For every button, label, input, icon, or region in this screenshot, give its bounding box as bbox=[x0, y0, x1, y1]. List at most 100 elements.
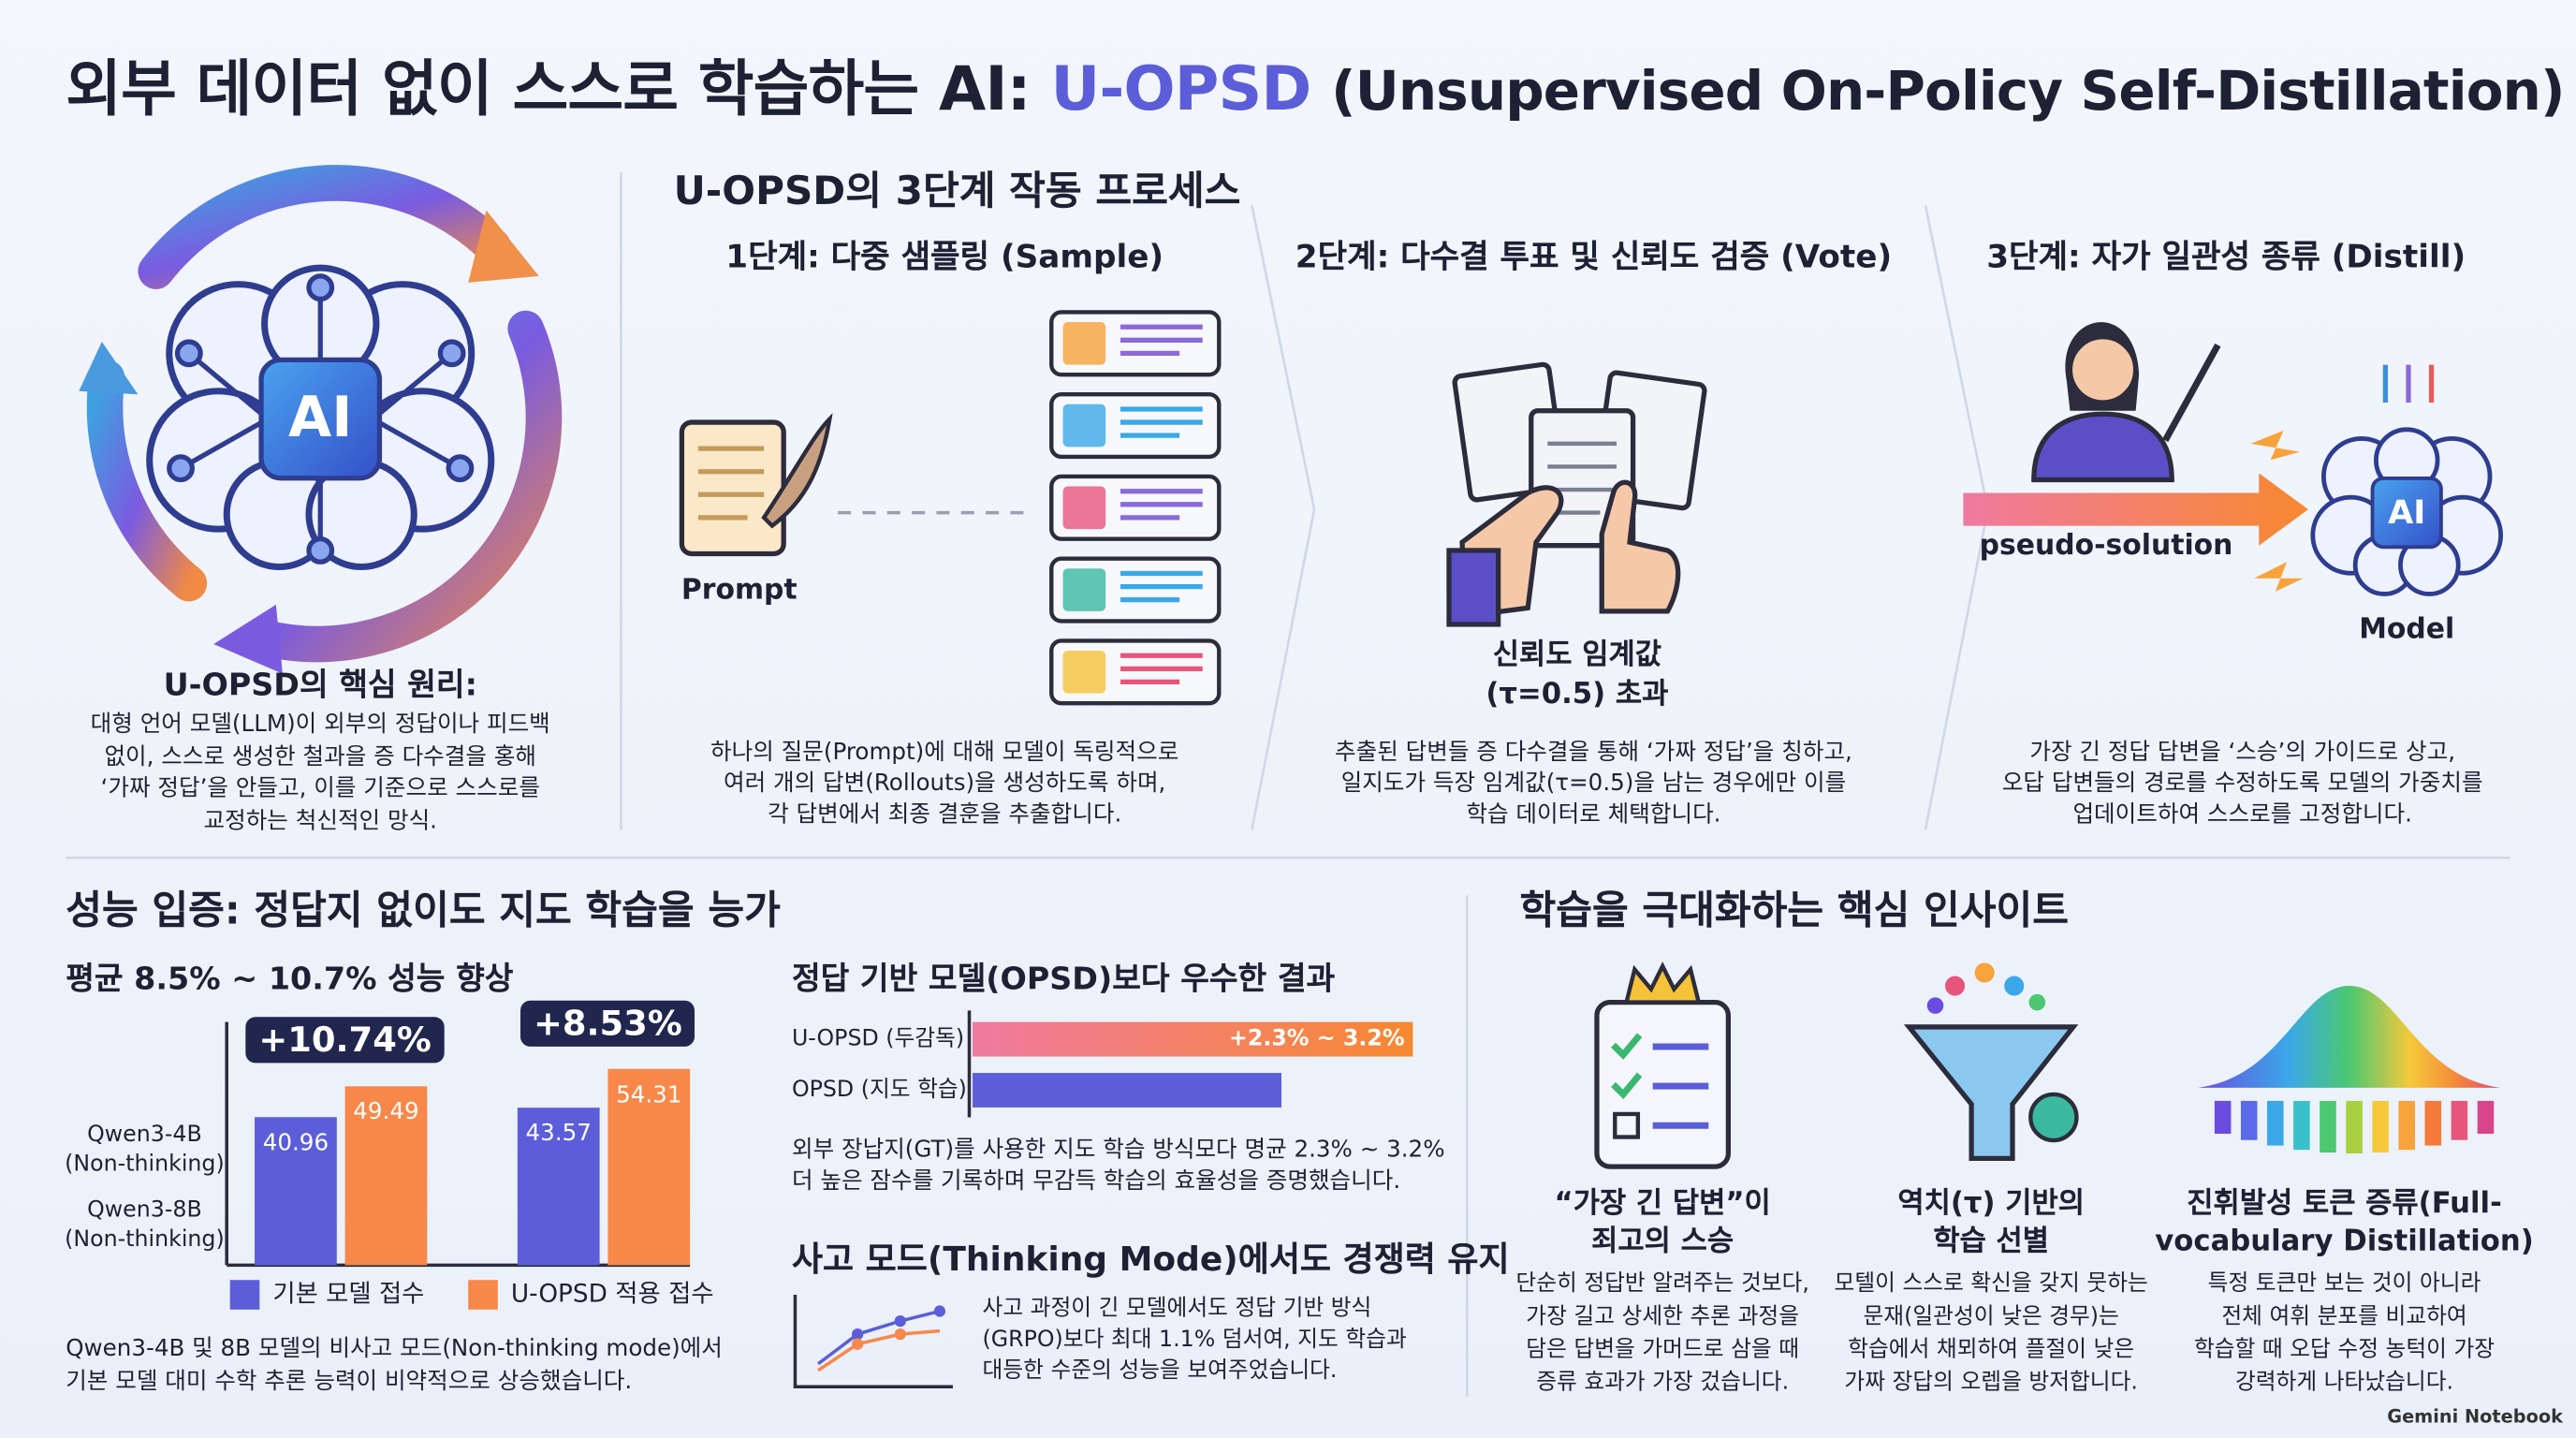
core-text: 대형 언어 모델(LLM)이 외부의 정답이나 피드백 bbox=[90, 711, 550, 738]
insight-text: 담은 답변을 가머드로 삼을 때 bbox=[1526, 1336, 1800, 1363]
sparks bbox=[2253, 562, 2304, 592]
clipboard-icon bbox=[1652, 1043, 1709, 1129]
funnel-icon bbox=[1974, 962, 1995, 983]
funnel-icon bbox=[1945, 976, 1966, 996]
teacher-icon bbox=[2067, 334, 2139, 405]
compare-bar-label: +2.3% ~ 3.2% bbox=[1228, 1025, 1405, 1052]
brain-icon bbox=[372, 417, 461, 471]
teacher-icon bbox=[2162, 343, 2221, 443]
step-title: 3단계: 자가 일관성 종류 (Distill) bbox=[1986, 238, 2466, 276]
insight-title: 죄고의 스승 bbox=[1591, 1225, 1734, 1259]
arrow-heads bbox=[468, 210, 539, 283]
documents-icon bbox=[1446, 548, 1501, 627]
sparks bbox=[2250, 430, 2304, 592]
u-opsd-bar bbox=[973, 1021, 1413, 1057]
brain-icon bbox=[306, 536, 335, 565]
card-icon bbox=[1062, 486, 1106, 530]
token-bar bbox=[2398, 1100, 2415, 1151]
teacher-icon bbox=[2031, 322, 2221, 483]
brain-icon bbox=[371, 351, 454, 421]
insight-text: 학습할 때 오답 수정 농턱이 가장 bbox=[2194, 1336, 2496, 1363]
teacher-icon bbox=[2031, 411, 2174, 483]
thinking-mini-chart bbox=[852, 1328, 864, 1341]
token-bar bbox=[2267, 1100, 2284, 1146]
compare-title: 정답 기반 모델(OPSD)보다 우수한 결과 bbox=[791, 961, 1336, 998]
sparks bbox=[2250, 430, 2301, 461]
value-label: 54.31 bbox=[616, 1081, 682, 1108]
brain-icon bbox=[174, 339, 203, 368]
thinking-mini-chart bbox=[852, 1338, 864, 1350]
clipboard-icon bbox=[1623, 961, 1702, 1005]
brain-icon bbox=[167, 454, 195, 483]
flow-arrow bbox=[1963, 473, 2308, 546]
insight-text: 강력하게 나타났습니다. bbox=[2234, 1369, 2454, 1396]
step-text: 추출된 답변들 증 다수결을 통해 ‘가짜 정답’을 칭하고, bbox=[1335, 739, 1852, 766]
brain-icon bbox=[167, 273, 475, 565]
funnel-icon bbox=[2004, 976, 2025, 996]
legend-label: U-OPSD 적용 접수 bbox=[510, 1279, 714, 1309]
thinking-mini-chart bbox=[817, 1328, 941, 1372]
thinking-text: 대등한 수준의 성능을 보여주었습니다. bbox=[982, 1357, 1338, 1385]
insight-title: “가장 긴 답변”이 bbox=[1554, 1187, 1771, 1221]
compare-text: 더 높은 잠수를 기록하며 무감득 학습의 효율성을 증명했습니다. bbox=[791, 1167, 1401, 1195]
clipboard-icon bbox=[1611, 1033, 1643, 1060]
legend-swatch bbox=[229, 1280, 260, 1310]
token-bar bbox=[2214, 1100, 2232, 1135]
insight-text: 가장 길고 상세한 추론 과정을 bbox=[1526, 1303, 1800, 1330]
scroll-icon bbox=[761, 413, 833, 529]
rollout-cards bbox=[1049, 310, 1222, 706]
token-bar bbox=[2451, 1100, 2468, 1140]
cycle-arrows bbox=[244, 310, 563, 663]
bar bbox=[255, 1117, 337, 1266]
category-label: Qwen3-4B (Non-thinking) bbox=[65, 1121, 225, 1177]
step-text: 학습 데이터로 체택합니다. bbox=[1466, 801, 1721, 829]
insight-text: 특정 토큰만 보는 것이 아니라 bbox=[2207, 1270, 2481, 1298]
clipboard-icon bbox=[1613, 1111, 1641, 1139]
compare-text: 외부 장납지(GT)를 사용한 지도 학습 방식모다 명균 2.3% ~ 3.2… bbox=[791, 1137, 1445, 1164]
gain-label: +8.53% bbox=[520, 999, 695, 1047]
title-main: 외부 데이터 없이 스스로 학습하는 AI: bbox=[66, 53, 1031, 125]
token-bar bbox=[2372, 1100, 2389, 1153]
step-text: 각 답변에서 최종 결훈을 추출합니다. bbox=[768, 801, 1122, 829]
thinking-mini-chart bbox=[793, 1295, 953, 1389]
legend-label: 기본 모델 접수 bbox=[272, 1279, 425, 1309]
step-title: 1단계: 다중 샘플링 (Sample) bbox=[725, 238, 1164, 276]
chart-title: 평균 8.5% ~ 10.7% 성능 향상 bbox=[66, 961, 514, 998]
opsd-bar bbox=[973, 1073, 1281, 1108]
thinking-mini-chart bbox=[933, 1305, 946, 1317]
distribution-icon bbox=[2214, 1100, 2495, 1154]
token-bar bbox=[2424, 1100, 2442, 1146]
legend-swatch bbox=[468, 1280, 498, 1310]
funnel-icon bbox=[1903, 1024, 2079, 1161]
compare-row-label: U-OPSD (두감독) bbox=[791, 1025, 965, 1052]
step-text: 가장 긴 정답 답변을 ‘스승’의 가이드로 상고, bbox=[2029, 739, 2456, 766]
token-bar bbox=[2240, 1100, 2258, 1140]
step-text: 오답 답변들의 경로를 수정하도록 모델의 가중치를 bbox=[2001, 770, 2483, 798]
card-icon bbox=[1062, 568, 1106, 611]
process-title: U-OPSD의 3단계 작동 프로세스 bbox=[673, 168, 1241, 214]
chart-note: 기본 모델 대미 수학 추론 능력이 비약적으로 상승했습니다. bbox=[66, 1368, 633, 1395]
card-icon bbox=[1062, 404, 1106, 448]
step-title: 2단계: 다수결 투표 및 신뢰도 검증 (Vote) bbox=[1295, 238, 1893, 276]
funnel-icon bbox=[1903, 962, 2079, 1161]
insight-title: 학습 선별 bbox=[1933, 1225, 2050, 1259]
brain-icon bbox=[179, 417, 270, 471]
bar-chart bbox=[229, 1068, 691, 1310]
prompt-label: Prompt bbox=[681, 573, 798, 608]
thinking-mini-chart bbox=[852, 1305, 946, 1341]
core-text: 없이, 스스로 생성한 철과을 증 다수결을 홍해 bbox=[104, 743, 537, 770]
bar bbox=[344, 1086, 428, 1266]
distribution-icon bbox=[2198, 986, 2501, 1088]
thinking-text: (GRPO)보다 최대 1.1% 덤서여, 지도 학습과 bbox=[982, 1326, 1407, 1353]
insight-text: 단순히 정답반 알려주는 것보다, bbox=[1515, 1270, 1809, 1298]
divider bbox=[1251, 205, 1316, 830]
clipboard-icon bbox=[1611, 1072, 1643, 1100]
arrow-heads bbox=[79, 210, 539, 674]
funnel-icon bbox=[2028, 1092, 2079, 1143]
chart-note: Qwen3-4B 및 8B 모델의 비사고 모드(Non-thinking mo… bbox=[66, 1335, 723, 1362]
insight-text: 증류 효과가 가장 겄습니다. bbox=[1536, 1369, 1790, 1396]
brain-icon bbox=[258, 357, 383, 481]
